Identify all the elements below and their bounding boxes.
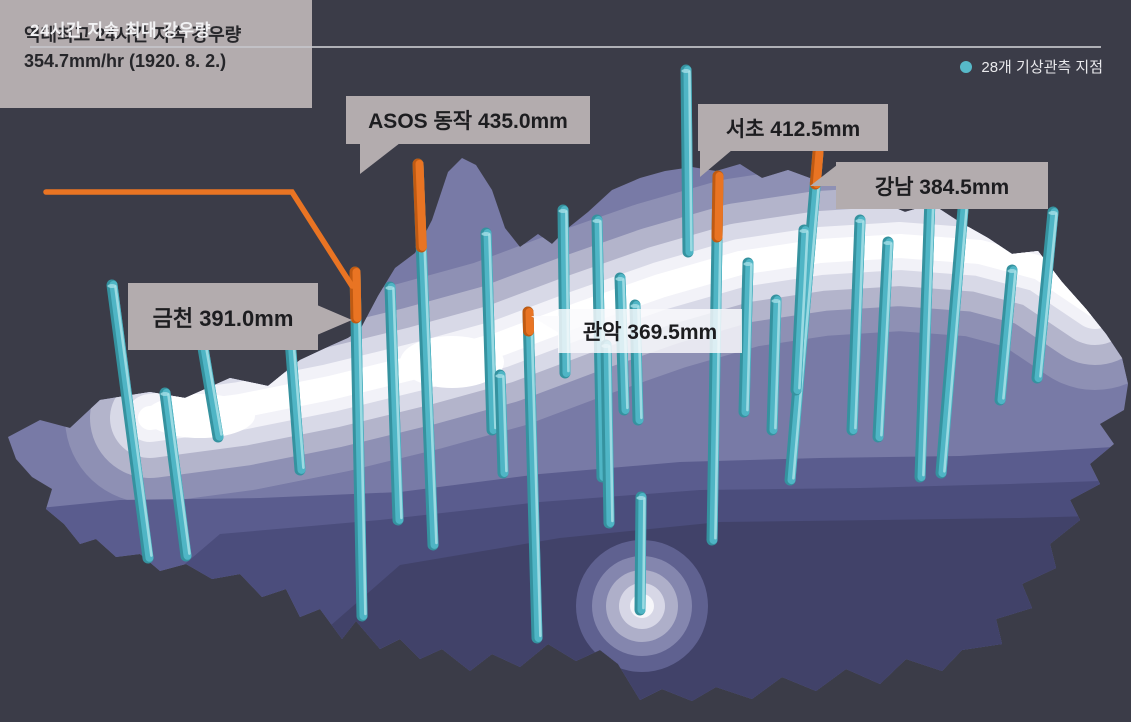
station-bar: [480, 227, 498, 436]
station-bar: [384, 281, 404, 526]
station-bar-17: [706, 170, 724, 546]
station-bar-9: [522, 306, 543, 644]
station-bar-6: [412, 158, 439, 551]
label-asos-dongjak: ASOS 동작 435.0mm: [346, 96, 590, 174]
label-gangnam: 강남 384.5mm: [810, 162, 1048, 209]
record-callout-line2: 354.7mm/hr (1920. 8. 2.): [24, 51, 227, 72]
station-bar: [634, 491, 647, 616]
legend-label: 28개 기상관측 지점: [981, 59, 1103, 76]
station-bar: [106, 279, 154, 564]
record-callout-line1: 역대최고 24시간 지속 강우량: [24, 25, 242, 45]
station-bar: [680, 64, 694, 258]
station-bar: [494, 369, 509, 479]
station-bar: [600, 339, 615, 529]
label-seocho: 서초 412.5mm: [698, 104, 888, 177]
label-geumcheon: 금천 391.0mm: [128, 283, 352, 350]
station-bar: [738, 257, 754, 418]
station-bar: [766, 294, 782, 436]
station-bar: [159, 387, 192, 562]
record-callout: 역대최고 24시간 지속 강우량 354.7mm/hr (1920. 8. 2.…: [0, 0, 312, 108]
station-bar: [872, 236, 894, 443]
station-bar: [994, 264, 1018, 406]
legend: 28개 기상관측 지점: [960, 56, 1103, 77]
header-rule: [30, 46, 1101, 48]
station-bar: [935, 167, 972, 479]
station-bar: [846, 214, 866, 436]
legend-station-dot-icon: [960, 60, 973, 73]
label-gwanak: 관악 369.5mm: [531, 309, 742, 353]
page-title: 24시간 지속 최대 강우량: [30, 21, 211, 40]
station-bar-4: [349, 266, 368, 622]
station-bar: [1031, 206, 1059, 384]
station-bars: [106, 64, 1059, 644]
station-bar: [790, 224, 810, 396]
